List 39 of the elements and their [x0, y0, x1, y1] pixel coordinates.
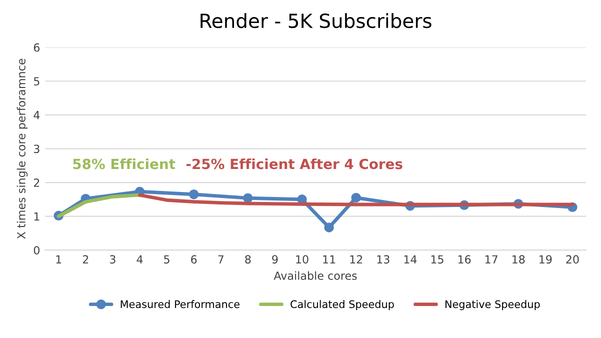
x-tick-label: 15: [431, 255, 444, 264]
chart-title: Render - 5K Subscribers: [200, 13, 432, 28]
x-tick-label: 19: [540, 255, 552, 264]
x-tick-label: 14: [404, 255, 417, 264]
x-tick-label: 11: [323, 255, 336, 264]
y-axis-title: X times single core perforamnce: [16, 58, 28, 239]
point: [324, 222, 334, 232]
x-tick-label: 4: [136, 255, 143, 264]
x-tick-label: 9: [272, 255, 278, 264]
x-tick-label: 6: [191, 255, 197, 264]
y-tick-label: 1: [34, 212, 40, 221]
point: [351, 192, 361, 203]
x-tick-label: 13: [377, 255, 390, 264]
x-tick-label: 20: [566, 255, 579, 264]
y-tick-label: 2: [34, 178, 40, 187]
legend-label: Negative Speedup: [445, 300, 540, 310]
x-tick-label: 7: [218, 255, 224, 264]
x-tick-label: 10: [296, 255, 308, 264]
point: [188, 189, 199, 200]
x-tick-label: 16: [458, 255, 471, 264]
y-tick-label: 4: [34, 111, 40, 120]
x-tick-label: 2: [82, 255, 88, 264]
x-tick-label: 5: [164, 255, 170, 264]
x-axis-title: Available cores: [274, 271, 357, 280]
annotation: 58% Efficient: [73, 158, 176, 170]
x-tick-label: 18: [512, 255, 525, 264]
y-tick-label: 6: [34, 43, 40, 52]
x-tick-label: 12: [350, 255, 362, 264]
point: [243, 193, 253, 203]
y-tick-label: 0: [34, 246, 40, 254]
annotation: -25% Efficient After 4 Cores: [186, 158, 402, 170]
legend-label: Measured Performance: [120, 300, 240, 308]
x-tick-label: 8: [245, 255, 251, 264]
x-tick-label: 17: [485, 255, 498, 264]
y-tick-label: 3: [34, 144, 40, 154]
x-tick-label: 3: [110, 255, 116, 264]
legend-label: Calculated Speedup: [290, 300, 394, 310]
x-tick-label: 1: [56, 255, 62, 264]
y-tick-label: 5: [34, 77, 40, 86]
